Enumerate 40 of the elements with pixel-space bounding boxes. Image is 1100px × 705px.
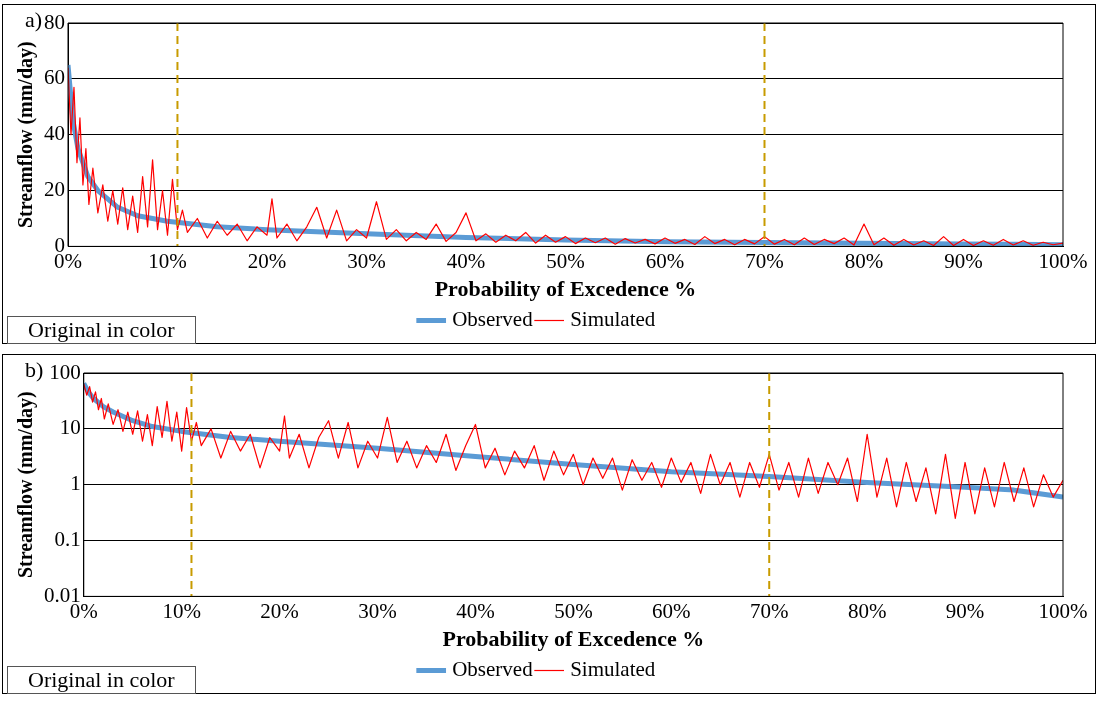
y-axis-title: Streamflow (mm/day) <box>14 391 38 579</box>
x-tick-label: 100% <box>1038 598 1088 623</box>
x-tick-label: 10% <box>162 598 201 623</box>
text: b) <box>25 357 44 383</box>
x-tick-label: 80% <box>847 598 887 623</box>
y-tick-label: 1 <box>70 471 81 496</box>
x-tick-label: 60% <box>645 248 685 273</box>
x-tick-label: 20% <box>260 598 299 623</box>
y-tick-label: 0.1 <box>54 527 81 552</box>
x-tick-label: 100% <box>1038 248 1088 273</box>
x-tick-label: 30% <box>347 248 386 273</box>
y-tick-label: 20 <box>44 177 65 202</box>
y-tick-label: 60 <box>44 65 65 90</box>
y-tick-label: 80 <box>44 9 65 34</box>
x-tick-label: 90% <box>944 248 983 273</box>
x-tick-label: 70% <box>749 598 789 623</box>
legend-label: Simulated <box>570 657 656 682</box>
x-axis-title: Probability of Excedence % <box>434 276 697 302</box>
legend-label: Observed <box>452 657 534 682</box>
x-tick-label: 50% <box>546 248 585 273</box>
y-tick-label: 100 <box>49 359 81 384</box>
x-tick-label: 40% <box>456 598 495 623</box>
y-tick-label: 10 <box>59 415 81 440</box>
x-tick-label: 40% <box>446 248 486 273</box>
legend-label: Observed <box>452 307 534 332</box>
text: a) <box>25 7 43 33</box>
legend-label: Simulated <box>570 307 656 332</box>
x-tick-label: 70% <box>745 248 784 273</box>
x-tick-label: 50% <box>554 598 593 623</box>
x-tick-label: 90% <box>945 598 985 623</box>
text: Original in color <box>7 316 196 344</box>
x-tick-label: 30% <box>358 598 397 623</box>
x-tick-label: 20% <box>247 248 287 273</box>
y-tick-label: 40 <box>44 121 65 146</box>
x-tick-label: 60% <box>652 598 691 623</box>
x-tick-label: 10% <box>148 248 187 273</box>
y-axis-title: Streamflow (mm/day) <box>14 41 38 229</box>
text: Original in color <box>7 666 196 694</box>
x-tick-label: 80% <box>844 248 884 273</box>
x-axis-title: Probability of Excedence % <box>442 626 705 652</box>
